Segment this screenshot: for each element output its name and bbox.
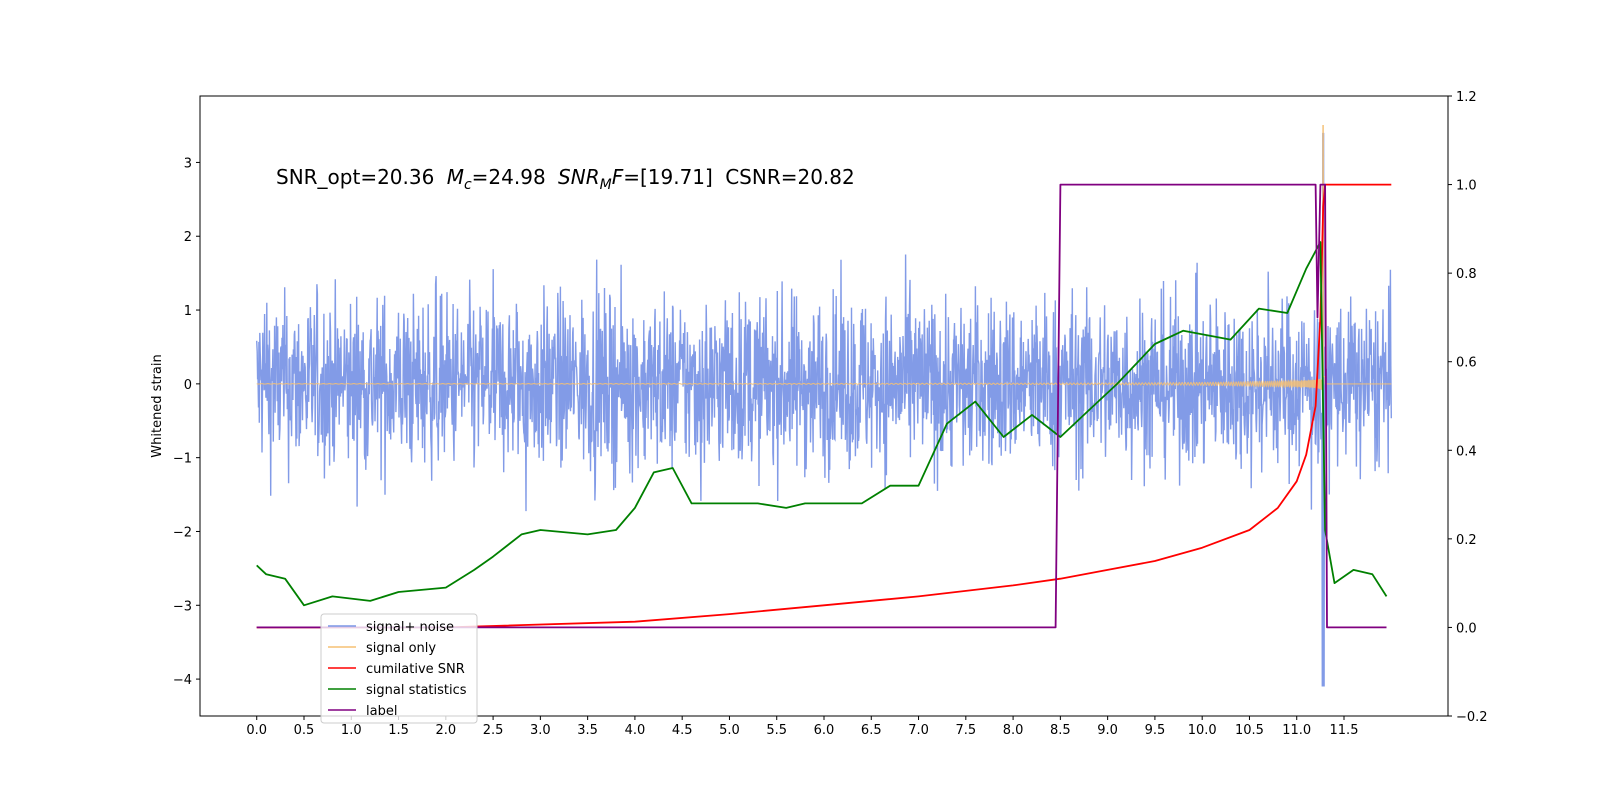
legend-label-signal-noise: signal+ noise [366, 620, 454, 635]
title-mc-value: =24.98 [472, 165, 546, 189]
legend-label-cumulative-snr: cumilative SNR [366, 662, 465, 677]
label-line [256, 183, 1387, 629]
signal-only-series [256, 124, 1392, 392]
y-left-tick-label: −2 [173, 525, 192, 540]
legend-label-signal-only: signal only [366, 641, 436, 656]
y-right-tick-label: 0.0 [1456, 621, 1477, 636]
x-tick-label: 10.0 [1188, 723, 1217, 738]
signal-statistics-line [256, 241, 1388, 607]
y-right-tick-label: 0.6 [1456, 356, 1477, 371]
legend-box [320, 613, 478, 724]
y-right-tick-label: 1.0 [1456, 179, 1477, 194]
y-left-tick-label: 2 [184, 230, 192, 245]
x-axis: 0.0 0.5 1.0 1.5 2.0 2.5 3.0 3.5 4.0 4.5 5.0 5.5 6.0 6… [246, 716, 1358, 738]
legend-label-signal-statistics: signal statistics [366, 683, 467, 698]
overlay-series [256, 183, 1392, 629]
legend-label-label: label [366, 704, 397, 719]
x-tick-label: 11.0 [1282, 723, 1311, 738]
x-tick-label: 3.5 [577, 723, 598, 738]
signal-noise-series [256, 132, 1392, 687]
x-tick-label: 9.5 [1145, 723, 1166, 738]
title-csnr: CSNR=20.82 [725, 165, 855, 189]
y-left-tick-label: 0 [184, 378, 192, 393]
y-left-tick-label: 1 [184, 304, 192, 319]
x-tick-label: 8.5 [1050, 723, 1071, 738]
y-axis-right: −0.2 0.0 0.2 0.4 0.6 0.8 1.0 1.2 [1448, 90, 1488, 725]
y-axis-left: −4 −3 −2 −1 0 1 2 3 [173, 156, 200, 688]
y-right-tick-label: 1.2 [1456, 90, 1477, 105]
x-tick-label: 11.5 [1330, 723, 1359, 738]
legend: signal+ noise signal only cumilative SNR… [320, 613, 478, 724]
y-left-tick-label: 3 [184, 156, 192, 171]
x-tick-label: 0.0 [246, 723, 267, 738]
y-right-tick-label: 0.2 [1456, 533, 1477, 548]
x-tick-label: 4.0 [625, 723, 646, 738]
signal-noise-line [256, 132, 1392, 687]
y-right-tick-label: 0.8 [1456, 267, 1477, 282]
y-right-tick-label: 0.4 [1456, 444, 1477, 459]
title-snr-mf-value: =[19.71] [623, 165, 713, 189]
chart-title: SNR_opt=20.36 Mc=24.98 SNRMF=[19.71] CSN… [276, 165, 855, 193]
x-tick-label: 9.0 [1097, 723, 1118, 738]
cumulative-snr-line [256, 183, 1392, 629]
x-tick-label: 5.0 [719, 723, 740, 738]
x-tick-label: 2.0 [435, 723, 456, 738]
x-tick-label: 4.5 [672, 723, 693, 738]
title-snr-opt: SNR_opt=20.36 [276, 165, 434, 189]
x-tick-label: 5.5 [766, 723, 787, 738]
x-tick-label: 6.5 [861, 723, 882, 738]
x-tick-label: 7.5 [955, 723, 976, 738]
signal-only-line [256, 124, 1392, 392]
x-tick-label: 1.5 [388, 723, 409, 738]
x-tick-label: 3.0 [530, 723, 551, 738]
y-right-tick-label: −0.2 [1456, 710, 1488, 725]
y-left-tick-label: −4 [173, 673, 192, 688]
x-tick-label: 1.0 [341, 723, 362, 738]
x-tick-label: 0.5 [294, 723, 315, 738]
y-left-tick-label: −1 [173, 452, 192, 467]
y-axis-label: Whitened strain [150, 354, 165, 457]
y-left-tick-label: −3 [173, 599, 192, 614]
x-tick-label: 2.5 [483, 723, 504, 738]
x-tick-label: 6.0 [814, 723, 835, 738]
x-tick-label: 7.0 [908, 723, 929, 738]
x-tick-label: 8.0 [1003, 723, 1024, 738]
x-tick-label: 10.5 [1235, 723, 1264, 738]
